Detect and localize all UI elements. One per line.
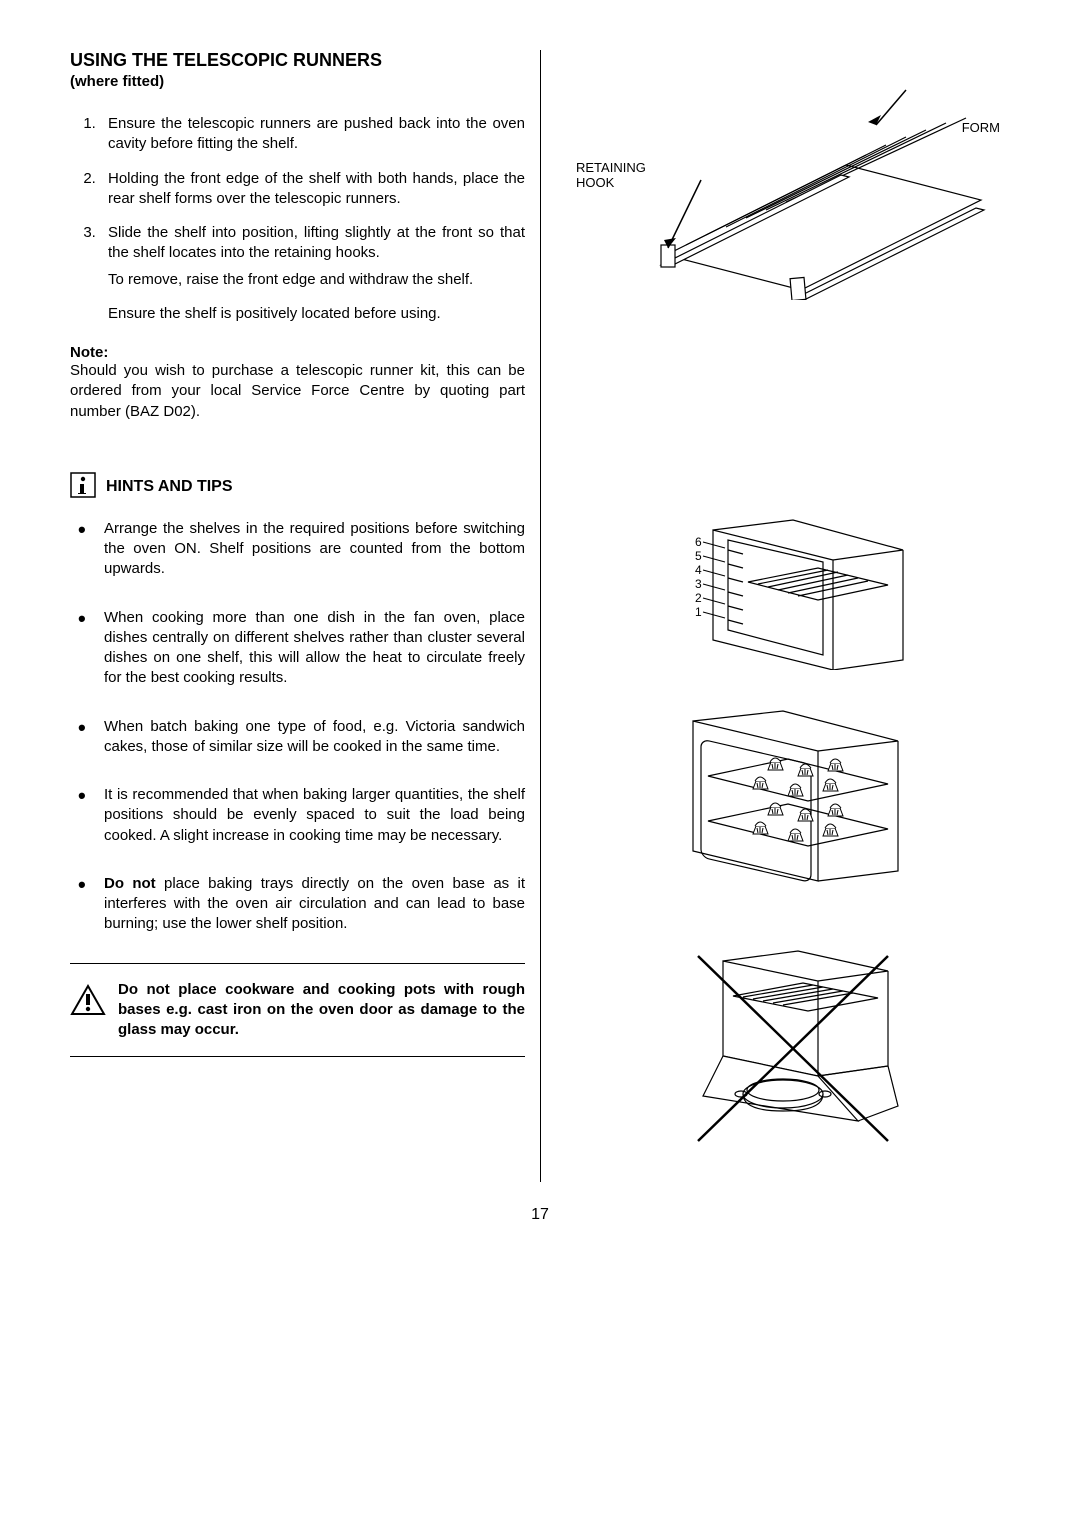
warning-text: Do not place cookware and cooking pots w… [118, 980, 525, 1041]
steps-list: Ensure the telescopic runners are pushed… [70, 114, 525, 324]
note-text: Should you wish to purchase a telescopic… [70, 361, 525, 422]
svg-text:5: 5 [695, 549, 702, 563]
page-number: 17 [70, 1206, 1010, 1224]
svg-text:3: 3 [695, 577, 702, 591]
label-form: FORM [962, 120, 1000, 135]
diagram-telescopic-runners: RETAINING HOOK FORM [556, 70, 1010, 330]
tip-3: When batch baking one type of food, e.g.… [78, 717, 525, 758]
hints-title: HINTS AND TIPS [106, 478, 233, 496]
diagram-muffin-shelves [556, 706, 1010, 886]
diagram-door-warning [556, 946, 1010, 1146]
tip-4: It is recommended that when baking large… [78, 785, 525, 846]
step-3-text: Slide the shelf into position, lifting s… [108, 224, 525, 261]
tips-list: Arrange the shelves in the required posi… [70, 519, 525, 935]
label-retaining-hook: RETAINING HOOK [576, 160, 666, 190]
step-2: Holding the front edge of the shelf with… [100, 169, 525, 210]
tip-5: Do not place baking trays directly on th… [78, 874, 525, 935]
info-icon [70, 472, 96, 503]
svg-text:1: 1 [695, 605, 702, 619]
step-3-extra2: Ensure the shelf is positively located b… [108, 304, 525, 324]
svg-text:2: 2 [695, 591, 702, 605]
tip-5-bold: Do not [104, 875, 156, 892]
main-heading: USING THE TELESCOPIC RUNNERS [70, 50, 525, 71]
step-1: Ensure the telescopic runners are pushed… [100, 114, 525, 155]
warning-icon [70, 984, 106, 1021]
diagram-shelf-positions: 6 5 4 3 2 1 [556, 510, 1010, 670]
tip-5-text: place baking trays directly on the oven … [104, 875, 525, 933]
note-label: Note: [70, 344, 525, 361]
svg-text:4: 4 [695, 563, 702, 577]
sub-heading: (where fitted) [70, 73, 525, 90]
step-3-extra1: To remove, raise the front edge and with… [108, 270, 525, 290]
svg-text:6: 6 [695, 535, 702, 549]
warning-box: Do not place cookware and cooking pots w… [70, 963, 525, 1058]
step-3: Slide the shelf into position, lifting s… [100, 223, 525, 324]
tip-1: Arrange the shelves in the required posi… [78, 519, 525, 580]
tip-2: When cooking more than one dish in the f… [78, 608, 525, 689]
